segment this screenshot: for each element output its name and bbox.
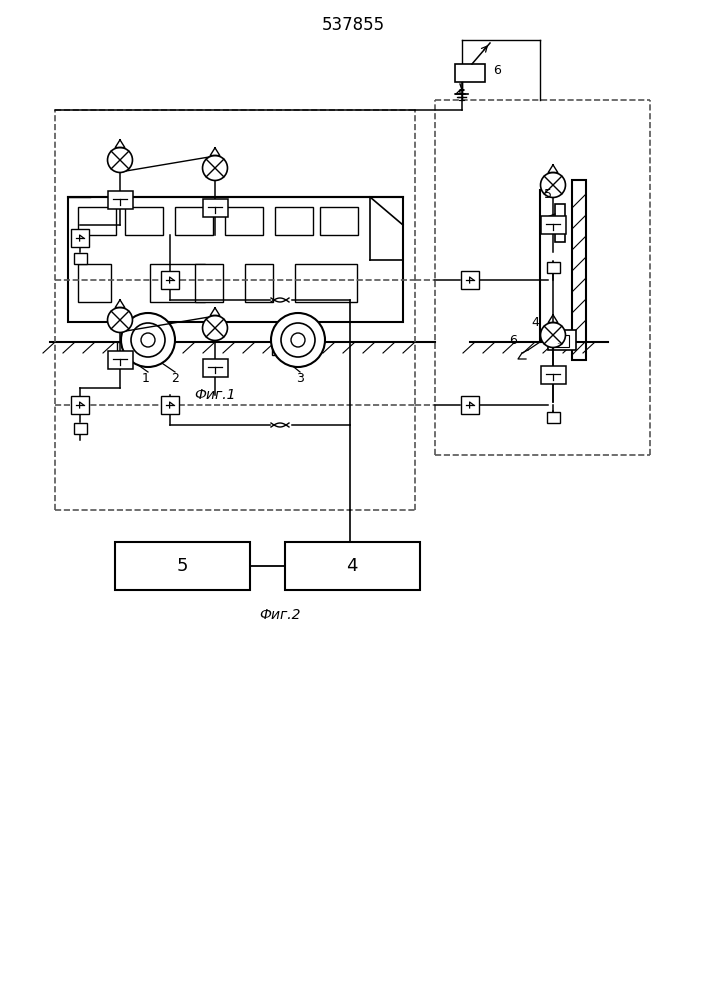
Bar: [547, 261, 559, 272]
Circle shape: [271, 313, 325, 367]
Text: 5: 5: [544, 188, 552, 202]
Circle shape: [541, 323, 566, 347]
Circle shape: [121, 313, 175, 367]
Circle shape: [107, 148, 132, 172]
Circle shape: [131, 323, 165, 357]
Text: Фиг.2: Фиг.2: [259, 608, 300, 622]
Bar: [71, 396, 89, 414]
Text: ...: ...: [556, 336, 564, 346]
Bar: [540, 366, 566, 384]
Bar: [78, 207, 116, 235]
Text: 537855: 537855: [322, 16, 385, 34]
Bar: [555, 204, 565, 242]
Bar: [107, 191, 132, 209]
Bar: [551, 335, 569, 347]
Bar: [78, 264, 111, 302]
Bar: [285, 542, 420, 590]
Bar: [202, 359, 228, 377]
Circle shape: [541, 173, 566, 197]
Bar: [275, 207, 313, 235]
Text: Фиг.1: Фиг.1: [194, 388, 235, 402]
Bar: [295, 264, 357, 302]
Bar: [175, 207, 213, 235]
Bar: [150, 264, 205, 302]
Bar: [117, 342, 131, 355]
Bar: [572, 180, 586, 360]
Bar: [74, 252, 86, 263]
Circle shape: [141, 333, 155, 347]
Bar: [540, 216, 566, 234]
Bar: [195, 264, 223, 302]
Text: 6: 6: [509, 334, 517, 347]
Bar: [455, 64, 485, 82]
Bar: [461, 396, 479, 414]
Circle shape: [202, 156, 228, 180]
Bar: [547, 412, 559, 422]
Bar: [143, 342, 157, 355]
Text: 3: 3: [296, 371, 304, 384]
Bar: [68, 197, 403, 322]
Bar: [245, 264, 273, 302]
Circle shape: [291, 333, 305, 347]
Circle shape: [107, 308, 132, 332]
Bar: [107, 351, 132, 369]
Circle shape: [281, 323, 315, 357]
Text: 2: 2: [171, 371, 179, 384]
Text: 4: 4: [346, 557, 358, 575]
Bar: [548, 330, 576, 350]
Bar: [161, 271, 179, 289]
Text: 5: 5: [176, 557, 188, 575]
Bar: [125, 207, 163, 235]
Bar: [74, 422, 86, 434]
Text: 4: 4: [531, 316, 539, 328]
Text: 1: 1: [142, 371, 150, 384]
Bar: [71, 229, 89, 247]
Bar: [202, 199, 228, 217]
Bar: [225, 207, 263, 235]
Bar: [161, 396, 179, 414]
Bar: [461, 271, 479, 289]
Text: 6: 6: [493, 64, 501, 77]
Bar: [272, 342, 286, 355]
Circle shape: [202, 316, 228, 340]
Bar: [320, 207, 358, 235]
Bar: [115, 542, 250, 590]
